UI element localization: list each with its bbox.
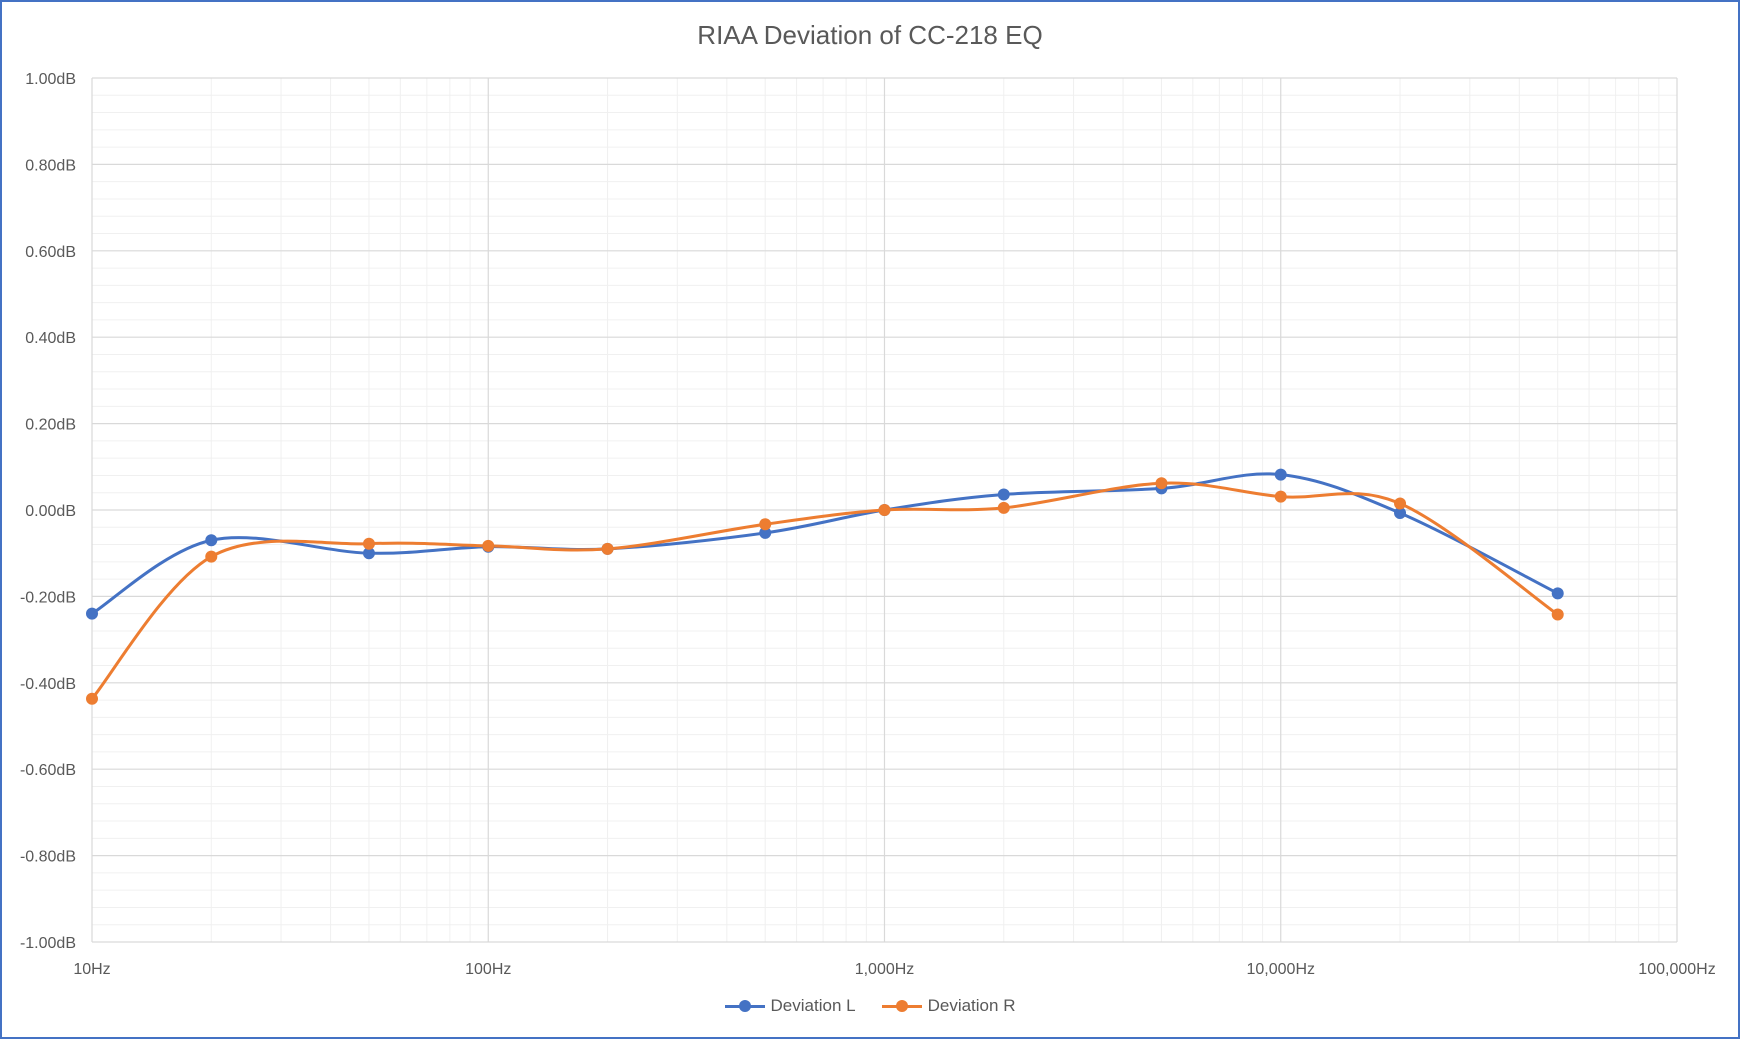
x-tick-label: 100,000Hz [1638, 961, 1715, 978]
legend-swatch-l [724, 1000, 765, 1012]
y-tick-label: 1.00dB [25, 71, 76, 88]
data-point-r [1274, 490, 1287, 503]
data-point-l [759, 526, 772, 539]
x-tick-label: 1,000Hz [855, 961, 915, 978]
y-tick-label: 0.00dB [25, 503, 76, 520]
data-point-r [362, 537, 375, 550]
y-tick-label: -0.40dB [20, 676, 76, 693]
y-tick-label: 0.40dB [25, 330, 76, 347]
y-tick-label: 0.20dB [25, 417, 76, 434]
y-tick-label: 0.80dB [25, 157, 76, 174]
legend-label-l: Deviation L [770, 996, 856, 1015]
data-point-r [1394, 497, 1407, 510]
data-point-r [482, 539, 495, 552]
y-tick-label: -0.80dB [20, 849, 76, 866]
data-point-r [997, 501, 1010, 514]
data-point-r [86, 692, 98, 705]
data-point-l [997, 488, 1010, 501]
data-point-r [1155, 477, 1168, 490]
y-tick-label: -0.60dB [20, 762, 76, 779]
x-tick-label: 10,000Hz [1247, 961, 1316, 978]
legend-item-l: Deviation L [724, 996, 856, 1016]
data-point-r [601, 542, 614, 555]
data-point-l [1274, 468, 1287, 481]
data-point-l [86, 607, 98, 620]
y-tick-label: 0.60dB [25, 244, 76, 261]
data-point-l [362, 547, 375, 560]
x-tick-label: 100Hz [465, 961, 511, 978]
data-point-r [878, 504, 891, 516]
chart-title: RIAA Deviation of CC-218 EQ [697, 20, 1043, 50]
series-line-l [91, 472, 1559, 615]
legend-label-r: Deviation R [927, 996, 1016, 1015]
data-point-r [205, 550, 218, 563]
y-tick-label: -1.00dB [20, 935, 76, 952]
x-tick-label: 10Hz [73, 961, 110, 978]
data-point-r [1551, 608, 1564, 621]
chart-legend: Deviation L Deviation R [2, 996, 1738, 1016]
data-point-l [1551, 587, 1564, 600]
data-point-l [1394, 507, 1407, 520]
data-point-l [205, 534, 218, 547]
y-tick-label: -0.20dB [20, 589, 76, 606]
data-point-r [759, 518, 772, 531]
series-line-r [90, 481, 1559, 700]
legend-item-r: Deviation R [881, 996, 1016, 1016]
legend-swatch-r [881, 1000, 922, 1012]
